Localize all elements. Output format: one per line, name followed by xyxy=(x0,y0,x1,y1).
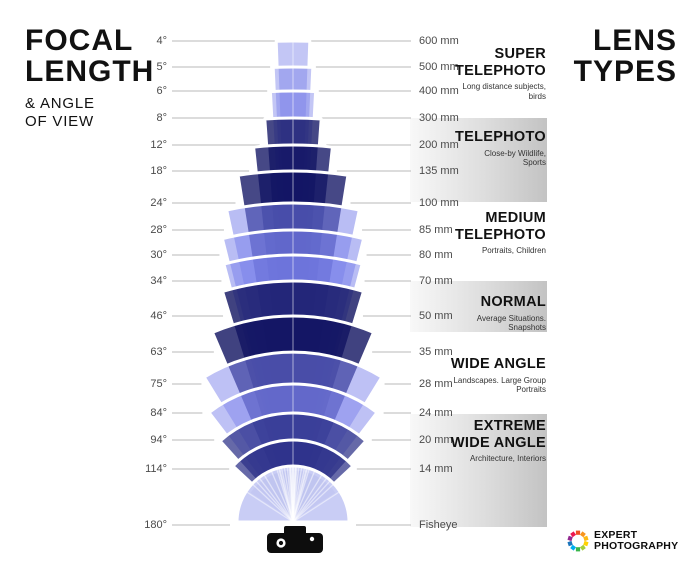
category-block-1 xyxy=(410,118,547,202)
angle-label-114: 114° xyxy=(145,462,167,475)
brand-logo: EXPERT PHOTOGRAPHY xyxy=(566,528,678,554)
focal-label-135mm: 135 mm xyxy=(419,164,459,177)
category-medium-telephoto: MEDIUM TELEPHOTO Portraits, Children xyxy=(376,210,546,256)
category-block-5 xyxy=(410,414,547,527)
angle-label-8: 8° xyxy=(156,111,167,124)
focal-label-85mm: 85 mm xyxy=(419,223,453,236)
angle-label-12: 12° xyxy=(150,138,167,151)
angle-label-24: 24° xyxy=(150,196,167,209)
category-wide-angle: WIDE ANGLE Landscapes. Large Group Portrai… xyxy=(376,356,546,395)
angle-label-94: 94° xyxy=(150,433,167,446)
focal-label-Fisheye: Fisheye xyxy=(419,518,458,531)
focal-label-70mm: 70 mm xyxy=(419,274,453,287)
logo-dot xyxy=(583,540,589,547)
focal-label-500mm: 500 mm xyxy=(419,60,459,73)
logo-dot xyxy=(570,544,577,551)
angle-label-5: 5° xyxy=(156,60,167,73)
category-block-3 xyxy=(410,281,547,332)
logo-dot xyxy=(575,547,581,552)
angle-label-84: 84° xyxy=(150,406,167,419)
category-title: SUPER TELEPHOTO xyxy=(454,46,546,79)
logo-dot xyxy=(575,530,581,535)
right-title-line2: TYPES xyxy=(573,55,677,88)
category-title: WIDE ANGLE xyxy=(450,356,546,372)
logo-dot xyxy=(570,531,577,538)
category-normal: NORMAL Average Situations. Snapshots xyxy=(376,294,546,333)
category-subtitle: Architecture, Interiors xyxy=(469,454,546,463)
category-title: EXTREME WIDE ANGLE xyxy=(450,418,546,451)
focal-label-14mm: 14 mm xyxy=(419,462,453,475)
focal-label-400mm: 400 mm xyxy=(419,84,459,97)
angle-label-30: 30° xyxy=(150,248,167,261)
main-title-line1: FOCAL xyxy=(25,24,134,57)
right-header: LENS TYPES xyxy=(574,25,677,87)
category-subtitle: Long distance subjects, birds xyxy=(462,82,546,101)
category-title: MEDIUM TELEPHOTO xyxy=(454,210,546,243)
logo-dot xyxy=(567,540,573,547)
angle-label-34: 34° xyxy=(150,274,167,287)
focal-label-28mm: 28 mm xyxy=(419,377,453,390)
angle-label-4: 4° xyxy=(156,34,167,47)
category-title: NORMAL xyxy=(480,294,546,310)
angle-label-28: 28° xyxy=(150,223,167,236)
logo-dot xyxy=(567,535,573,542)
category-extreme-wide-angle: EXTREME WIDE ANGLE Architecture, Interiors xyxy=(376,418,546,464)
category-subtitle: Close-by Wildlife, Sports xyxy=(484,148,546,168)
main-subtitle-line2: OF VIEW xyxy=(25,113,94,130)
category-telephoto: TELEPHOTO Close-by Wildlife, Sports xyxy=(376,129,546,168)
category-subtitle: Landscapes. Large Group Portraits xyxy=(453,375,546,395)
focal-label-35mm: 35 mm xyxy=(419,345,453,358)
logo-dot xyxy=(583,535,589,542)
logo-color-ring-icon xyxy=(567,530,589,552)
focal-label-600mm: 600 mm xyxy=(419,34,459,47)
left-header: FOCAL LENGTH & ANGLE OF VIEW xyxy=(25,25,154,131)
focal-label-50mm: 50 mm xyxy=(419,309,453,322)
right-title-line1: LENS xyxy=(592,24,677,57)
logo-dot xyxy=(579,531,586,538)
focal-label-100mm: 100 mm xyxy=(419,196,459,209)
focal-label-24mm: 24 mm xyxy=(419,406,453,419)
main-subtitle-line1: & ANGLE xyxy=(25,95,95,112)
main-title-line2: LENGTH xyxy=(25,55,155,88)
focal-label-300mm: 300 mm xyxy=(419,111,459,124)
focal-label-20mm: 20 mm xyxy=(419,433,453,446)
logo-line2: PHOTOGRAPHY xyxy=(594,540,679,552)
logo-line1: EXPERT xyxy=(594,529,638,541)
focal-label-200mm: 200 mm xyxy=(419,138,459,151)
angle-label-46: 46° xyxy=(150,309,167,322)
category-super-telephoto: SUPER TELEPHOTO Long distance subjects, bir… xyxy=(376,46,546,101)
category-subtitle: Portraits, Children xyxy=(481,246,546,255)
angle-label-63: 63° xyxy=(150,345,167,358)
category-title: TELEPHOTO xyxy=(454,129,546,145)
angle-label-180: 180° xyxy=(144,518,167,531)
category-subtitle: Average Situations. Snapshots xyxy=(476,313,546,333)
angle-label-18: 18° xyxy=(150,164,167,177)
focal-label-80mm: 80 mm xyxy=(419,248,453,261)
logo-dot xyxy=(579,544,586,551)
angle-label-6: 6° xyxy=(156,84,167,97)
angle-label-75: 75° xyxy=(150,377,167,390)
